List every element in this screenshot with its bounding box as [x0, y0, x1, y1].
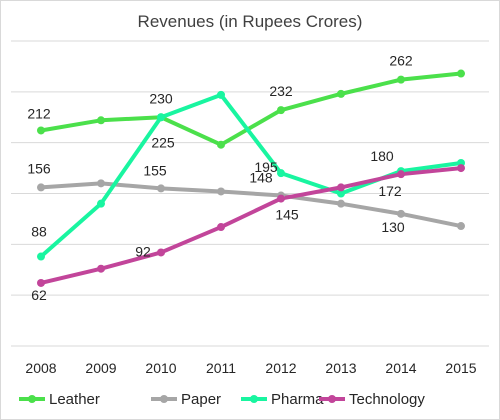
data-label: 62 — [31, 287, 47, 303]
data-point — [337, 189, 345, 198]
data-point — [217, 187, 225, 196]
data-point — [457, 164, 465, 173]
data-point — [397, 170, 405, 179]
series-line — [39, 71, 463, 147]
data-point — [37, 126, 45, 135]
data-point — [457, 222, 465, 231]
data-label: 230 — [149, 90, 173, 106]
gridlines — [11, 40, 489, 347]
data-label: 172 — [378, 183, 402, 199]
x-axis: 2008 2009 2010 2011 2012 2013 2014 2015 — [25, 360, 476, 376]
data-point — [37, 183, 45, 192]
data-point — [97, 264, 105, 273]
data-points — [37, 69, 465, 287]
legend-marker — [28, 395, 36, 403]
data-point — [97, 116, 105, 125]
data-label: 88 — [31, 224, 47, 240]
data-point — [397, 75, 405, 84]
legend-label: Pharma — [271, 391, 324, 408]
x-tick-label: 2008 — [25, 360, 56, 376]
data-point — [217, 90, 225, 99]
data-point — [337, 89, 345, 98]
legend-label: Leather — [49, 391, 100, 408]
data-point — [37, 278, 45, 287]
chart-title: Revenues (in Rupees Crores) — [138, 12, 363, 31]
x-tick-label: 2014 — [385, 360, 416, 376]
series-lines — [39, 71, 463, 285]
x-tick-label: 2011 — [206, 360, 236, 376]
data-point — [37, 252, 45, 261]
data-point — [277, 169, 285, 178]
data-label: 156 — [27, 160, 51, 176]
data-point — [457, 69, 465, 78]
x-tick-label: 2010 — [145, 360, 176, 376]
data-point — [277, 194, 285, 203]
legend: Leather Paper Pharma Technology — [19, 391, 425, 408]
legend-label: Paper — [181, 391, 221, 408]
data-label: 92 — [135, 243, 151, 259]
data-label: 195 — [254, 159, 278, 175]
x-tick-label: 2012 — [265, 360, 296, 376]
x-tick-label: 2009 — [85, 360, 116, 376]
data-label: 232 — [269, 83, 293, 99]
data-point — [337, 199, 345, 208]
data-point — [337, 183, 345, 192]
data-point — [157, 248, 165, 257]
legend-marker — [160, 395, 168, 403]
data-point — [217, 223, 225, 232]
x-tick-label: 2015 — [445, 360, 476, 376]
data-point — [157, 113, 165, 122]
data-label: 262 — [389, 53, 413, 69]
data-label: 212 — [27, 105, 51, 121]
data-label: 180 — [370, 148, 394, 164]
data-point — [97, 199, 105, 208]
legend-label: Technology — [349, 391, 425, 408]
x-tick-label: 2013 — [325, 360, 356, 376]
legend-marker — [328, 395, 336, 403]
data-label: 225 — [151, 134, 175, 150]
data-point — [217, 140, 225, 149]
series-line — [39, 181, 463, 229]
data-label: 130 — [381, 219, 405, 235]
data-label: 148 — [249, 170, 273, 186]
data-label: 155 — [143, 162, 167, 178]
data-point — [397, 209, 405, 218]
data-point — [97, 179, 105, 188]
data-label: 145 — [275, 207, 299, 223]
data-point — [157, 184, 165, 193]
series-line — [39, 166, 463, 285]
data-point — [277, 106, 285, 115]
legend-marker — [250, 395, 258, 403]
data-labels: 212 230 232 262 156 155 148 130 88 225 195 180 62 92 1… — [27, 53, 413, 303]
